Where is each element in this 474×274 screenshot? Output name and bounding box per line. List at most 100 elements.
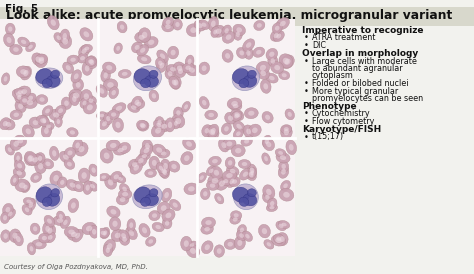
Ellipse shape — [266, 242, 271, 247]
Ellipse shape — [248, 167, 256, 179]
Ellipse shape — [225, 28, 229, 33]
Ellipse shape — [27, 100, 33, 105]
Ellipse shape — [13, 168, 26, 178]
Ellipse shape — [107, 243, 112, 250]
Ellipse shape — [223, 138, 236, 149]
Ellipse shape — [70, 58, 76, 62]
Ellipse shape — [70, 182, 75, 188]
Ellipse shape — [86, 56, 97, 68]
Ellipse shape — [27, 200, 32, 203]
Ellipse shape — [201, 22, 207, 27]
Ellipse shape — [36, 115, 50, 126]
Ellipse shape — [137, 55, 151, 64]
Ellipse shape — [246, 50, 251, 56]
Ellipse shape — [63, 33, 67, 40]
Ellipse shape — [35, 55, 47, 68]
Ellipse shape — [269, 76, 274, 80]
Ellipse shape — [264, 156, 268, 161]
Ellipse shape — [256, 50, 262, 55]
Ellipse shape — [230, 211, 242, 220]
Ellipse shape — [62, 38, 68, 45]
Ellipse shape — [79, 146, 84, 152]
Ellipse shape — [51, 70, 60, 78]
Ellipse shape — [131, 105, 137, 110]
Ellipse shape — [208, 124, 219, 138]
Ellipse shape — [245, 108, 258, 119]
Ellipse shape — [164, 192, 169, 198]
Ellipse shape — [222, 31, 235, 43]
Ellipse shape — [154, 120, 164, 130]
Ellipse shape — [182, 101, 191, 112]
Ellipse shape — [116, 194, 129, 205]
Text: Imperative to recognize: Imperative to recognize — [302, 26, 423, 35]
Ellipse shape — [221, 142, 226, 148]
Ellipse shape — [243, 172, 248, 177]
Text: •: • — [304, 33, 309, 42]
Ellipse shape — [222, 170, 237, 181]
Ellipse shape — [47, 16, 59, 30]
Ellipse shape — [204, 227, 210, 232]
Ellipse shape — [89, 164, 99, 176]
Ellipse shape — [59, 34, 72, 48]
Ellipse shape — [243, 75, 257, 87]
Ellipse shape — [64, 147, 76, 158]
Ellipse shape — [0, 212, 9, 224]
Ellipse shape — [159, 165, 169, 177]
Ellipse shape — [17, 95, 21, 100]
Ellipse shape — [14, 160, 25, 172]
Ellipse shape — [96, 112, 108, 119]
Ellipse shape — [276, 34, 281, 39]
Ellipse shape — [138, 35, 145, 40]
Ellipse shape — [79, 45, 90, 57]
Ellipse shape — [185, 64, 199, 76]
Ellipse shape — [275, 26, 280, 31]
Ellipse shape — [201, 188, 210, 200]
Ellipse shape — [260, 65, 266, 71]
Ellipse shape — [73, 79, 83, 91]
Ellipse shape — [142, 32, 147, 38]
Ellipse shape — [141, 57, 147, 61]
Ellipse shape — [243, 125, 254, 138]
Ellipse shape — [18, 138, 23, 143]
Ellipse shape — [137, 121, 149, 131]
Ellipse shape — [227, 98, 242, 109]
Ellipse shape — [101, 175, 106, 179]
Ellipse shape — [68, 198, 79, 213]
Ellipse shape — [271, 58, 275, 64]
Ellipse shape — [19, 182, 26, 188]
Ellipse shape — [116, 122, 120, 128]
Ellipse shape — [276, 221, 286, 231]
Ellipse shape — [42, 159, 54, 169]
Ellipse shape — [226, 173, 233, 178]
Ellipse shape — [157, 50, 168, 62]
Ellipse shape — [57, 177, 67, 188]
Ellipse shape — [47, 218, 52, 224]
Ellipse shape — [231, 111, 242, 121]
Ellipse shape — [285, 109, 294, 120]
Ellipse shape — [262, 112, 273, 123]
Ellipse shape — [188, 59, 191, 64]
Ellipse shape — [17, 170, 22, 175]
Ellipse shape — [235, 148, 241, 153]
Ellipse shape — [104, 153, 109, 159]
Ellipse shape — [167, 46, 179, 59]
Ellipse shape — [59, 151, 73, 163]
Ellipse shape — [239, 197, 249, 206]
Ellipse shape — [252, 127, 258, 133]
Ellipse shape — [202, 125, 212, 137]
Ellipse shape — [175, 65, 186, 78]
Ellipse shape — [110, 171, 122, 182]
Bar — [197, 19, 295, 138]
Ellipse shape — [46, 162, 51, 166]
Ellipse shape — [36, 95, 48, 104]
Ellipse shape — [145, 169, 156, 178]
Text: cytoplasm: cytoplasm — [312, 72, 354, 81]
Ellipse shape — [189, 67, 195, 73]
Ellipse shape — [224, 239, 237, 249]
Ellipse shape — [200, 175, 204, 180]
Ellipse shape — [70, 130, 75, 135]
Ellipse shape — [228, 242, 233, 247]
Ellipse shape — [22, 204, 32, 215]
Ellipse shape — [16, 155, 20, 161]
Ellipse shape — [185, 55, 194, 68]
